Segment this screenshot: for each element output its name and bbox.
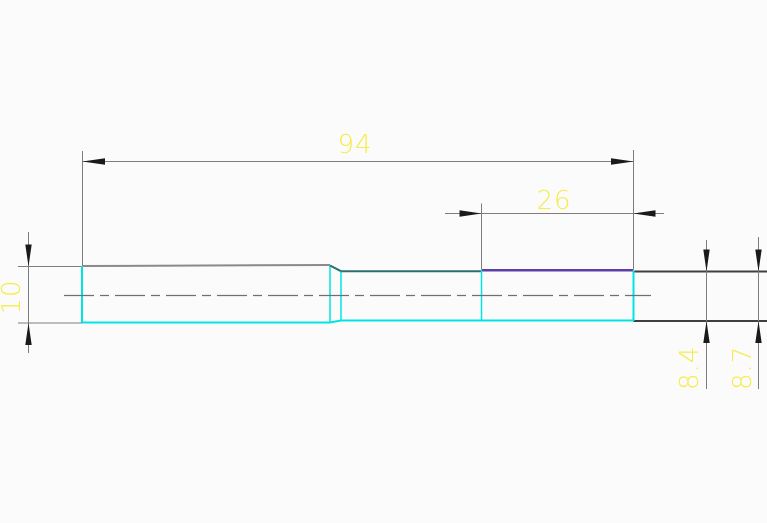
dim-26-arrow-left-icon [459,210,482,217]
dim-8-7-arrow-bottom-icon [755,321,762,343]
dim-94-text[interactable]: 94 [337,130,372,160]
dim-94-arrow-right-icon [611,158,634,165]
dimension-10: 10 [0,232,82,353]
dim-8-4-arrow-top-icon [703,249,710,272]
shank-top-edge[interactable] [81,264,331,267]
dimension-8-4-and-8-7: 8.4 8.7 [633,237,767,390]
dim-10-arrow-bottom-icon [25,323,32,345]
dim-8-7-arrow-top-icon [755,249,762,272]
dimension-94: 94 [82,130,634,269]
taper-bottom-edge[interactable] [329,319,342,324]
dim-8-4-arrow-bottom-icon [703,321,710,343]
dim-26-text[interactable]: 26 [536,186,571,216]
dim-94-arrow-left-icon [82,158,105,165]
dim-8-4-text[interactable]: 8.4 [675,346,705,390]
taper-top-edge[interactable] [329,264,342,273]
dim-10-text[interactable]: 10 [0,279,27,314]
shaft-outline [64,264,651,324]
dim-8-7-text[interactable]: 8.7 [728,346,758,390]
dim-26-arrow-right-icon [633,210,656,217]
dim-10-arrow-top-icon [25,244,32,267]
dimension-26: 26 [445,186,664,269]
